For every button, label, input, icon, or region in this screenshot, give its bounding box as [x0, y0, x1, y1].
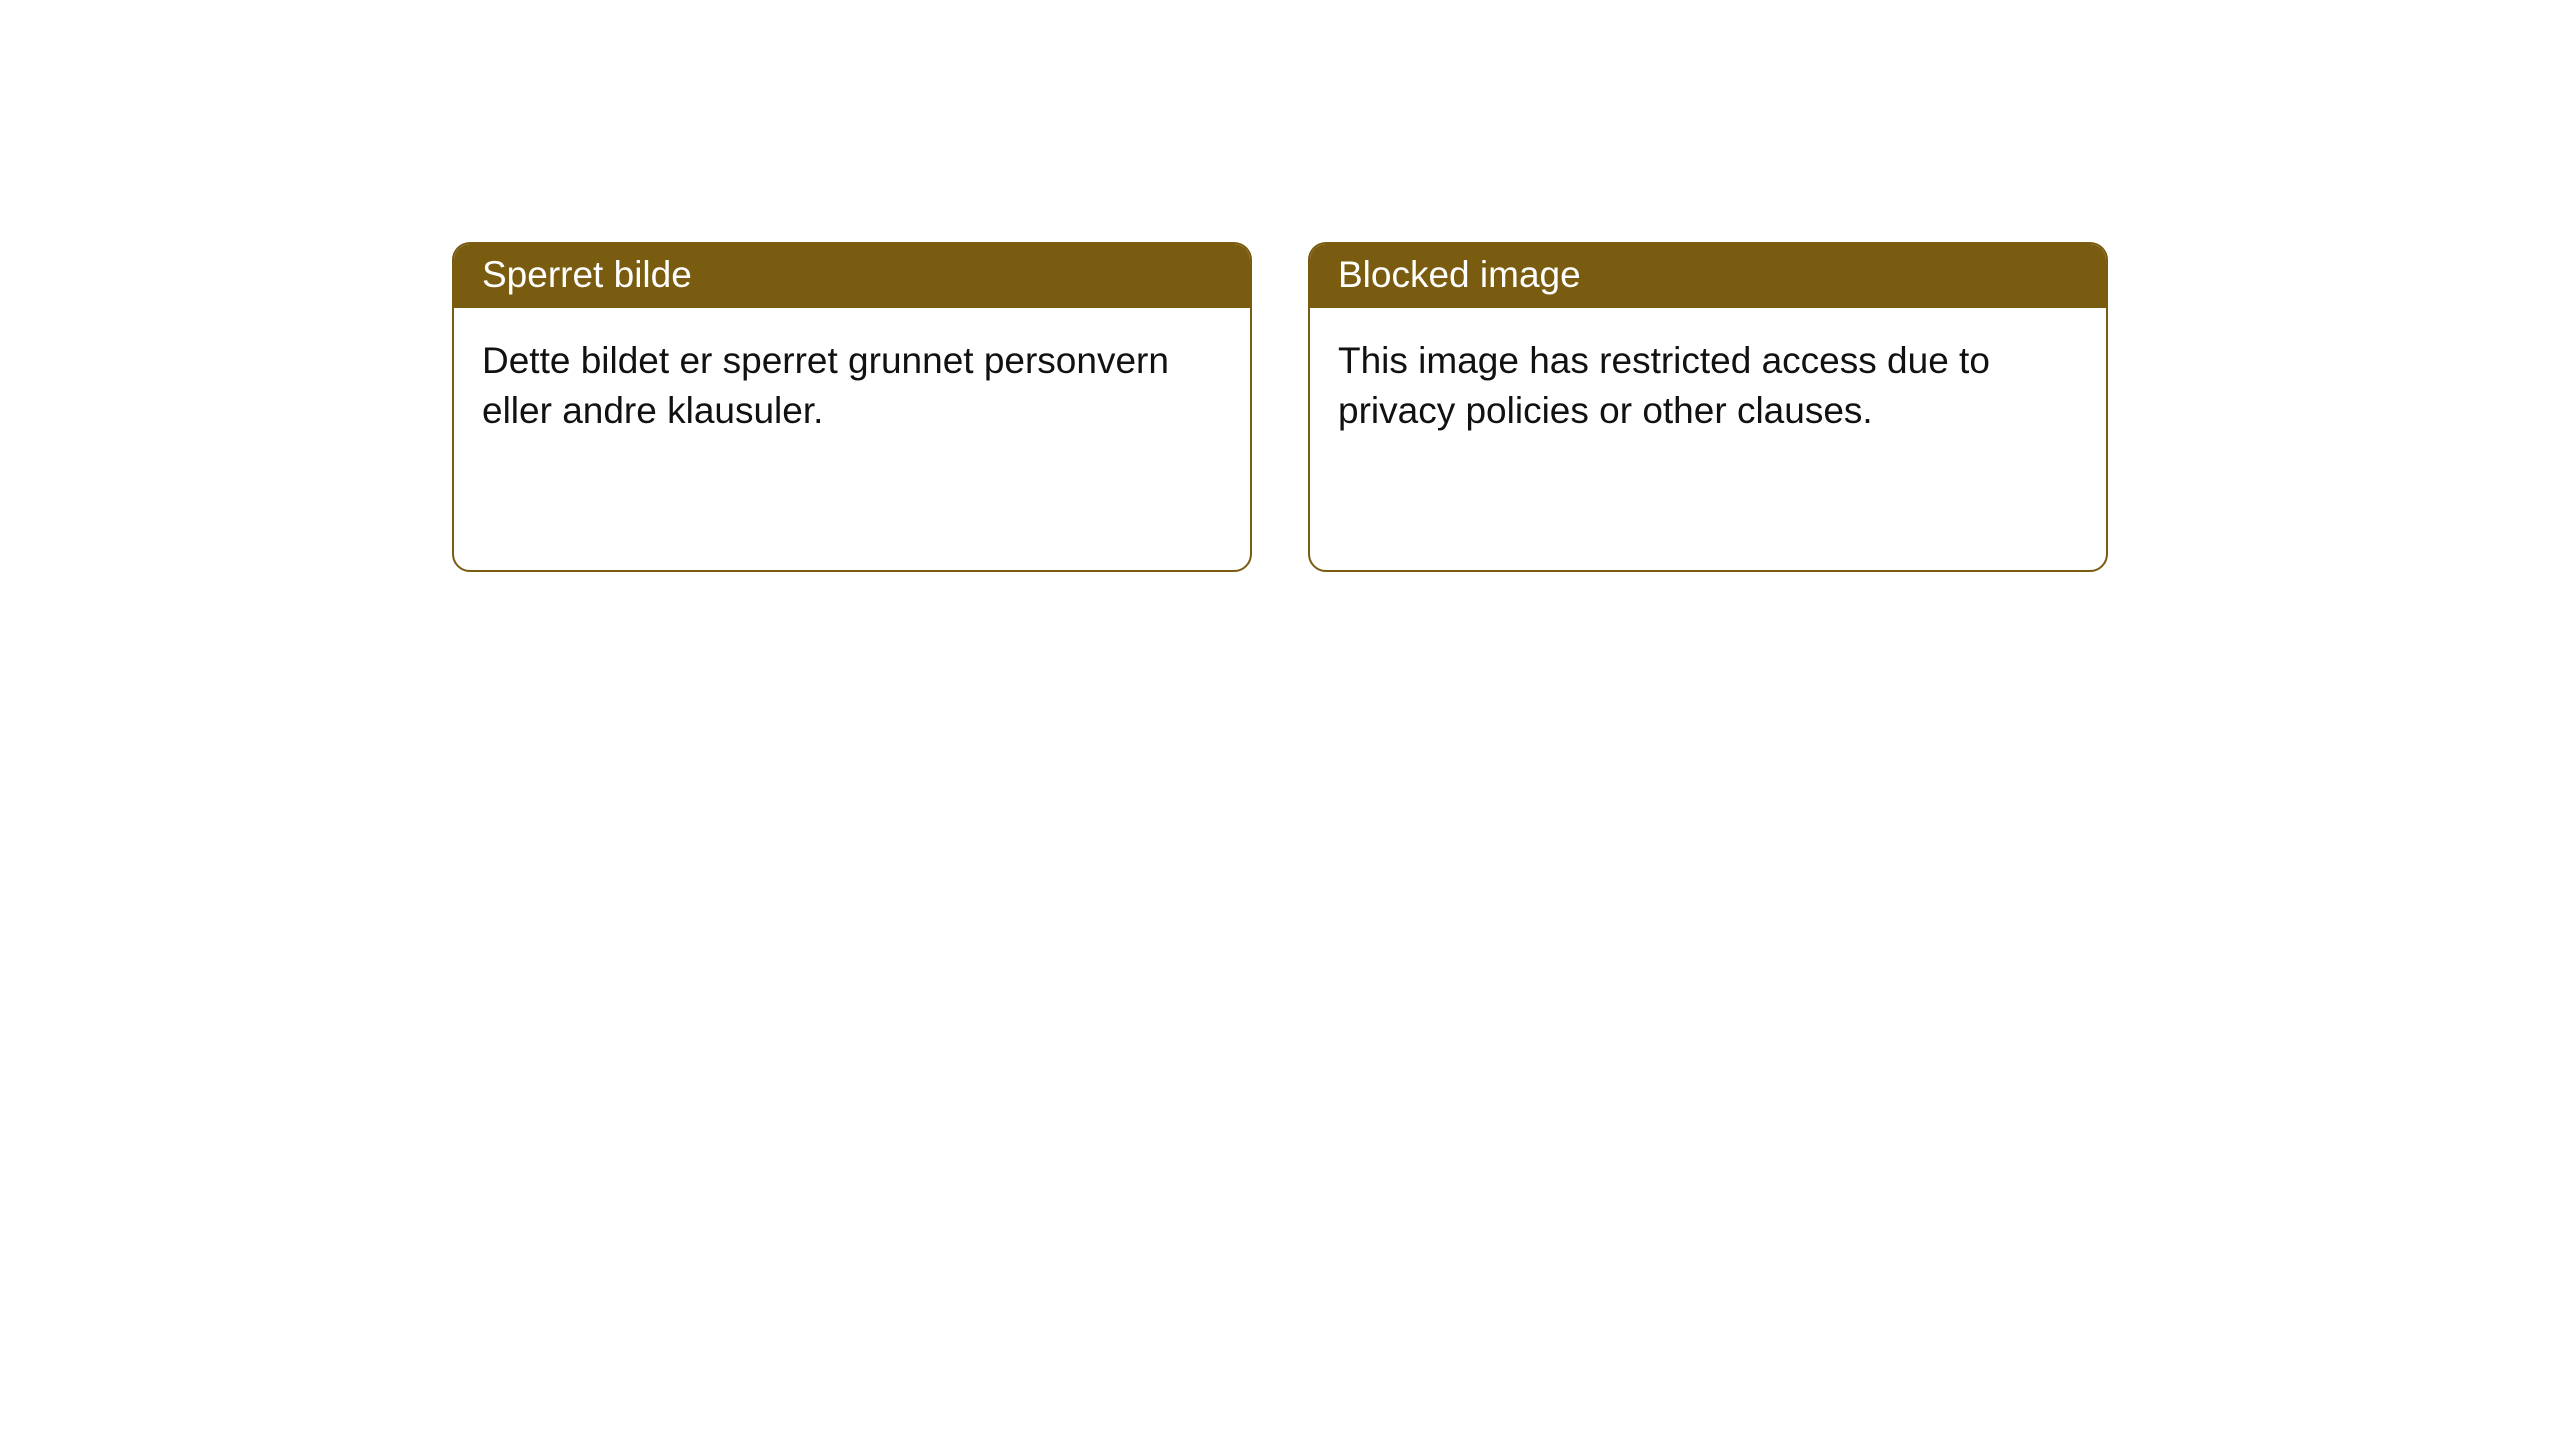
notice-card-english: Blocked image This image has restricted … — [1308, 242, 2108, 572]
notice-body: Dette bildet er sperret grunnet personve… — [454, 308, 1250, 464]
notice-title: Sperret bilde — [454, 244, 1250, 308]
notice-body: This image has restricted access due to … — [1310, 308, 2106, 464]
notice-container: Sperret bilde Dette bildet er sperret gr… — [0, 0, 2560, 572]
notice-title: Blocked image — [1310, 244, 2106, 308]
notice-card-norwegian: Sperret bilde Dette bildet er sperret gr… — [452, 242, 1252, 572]
